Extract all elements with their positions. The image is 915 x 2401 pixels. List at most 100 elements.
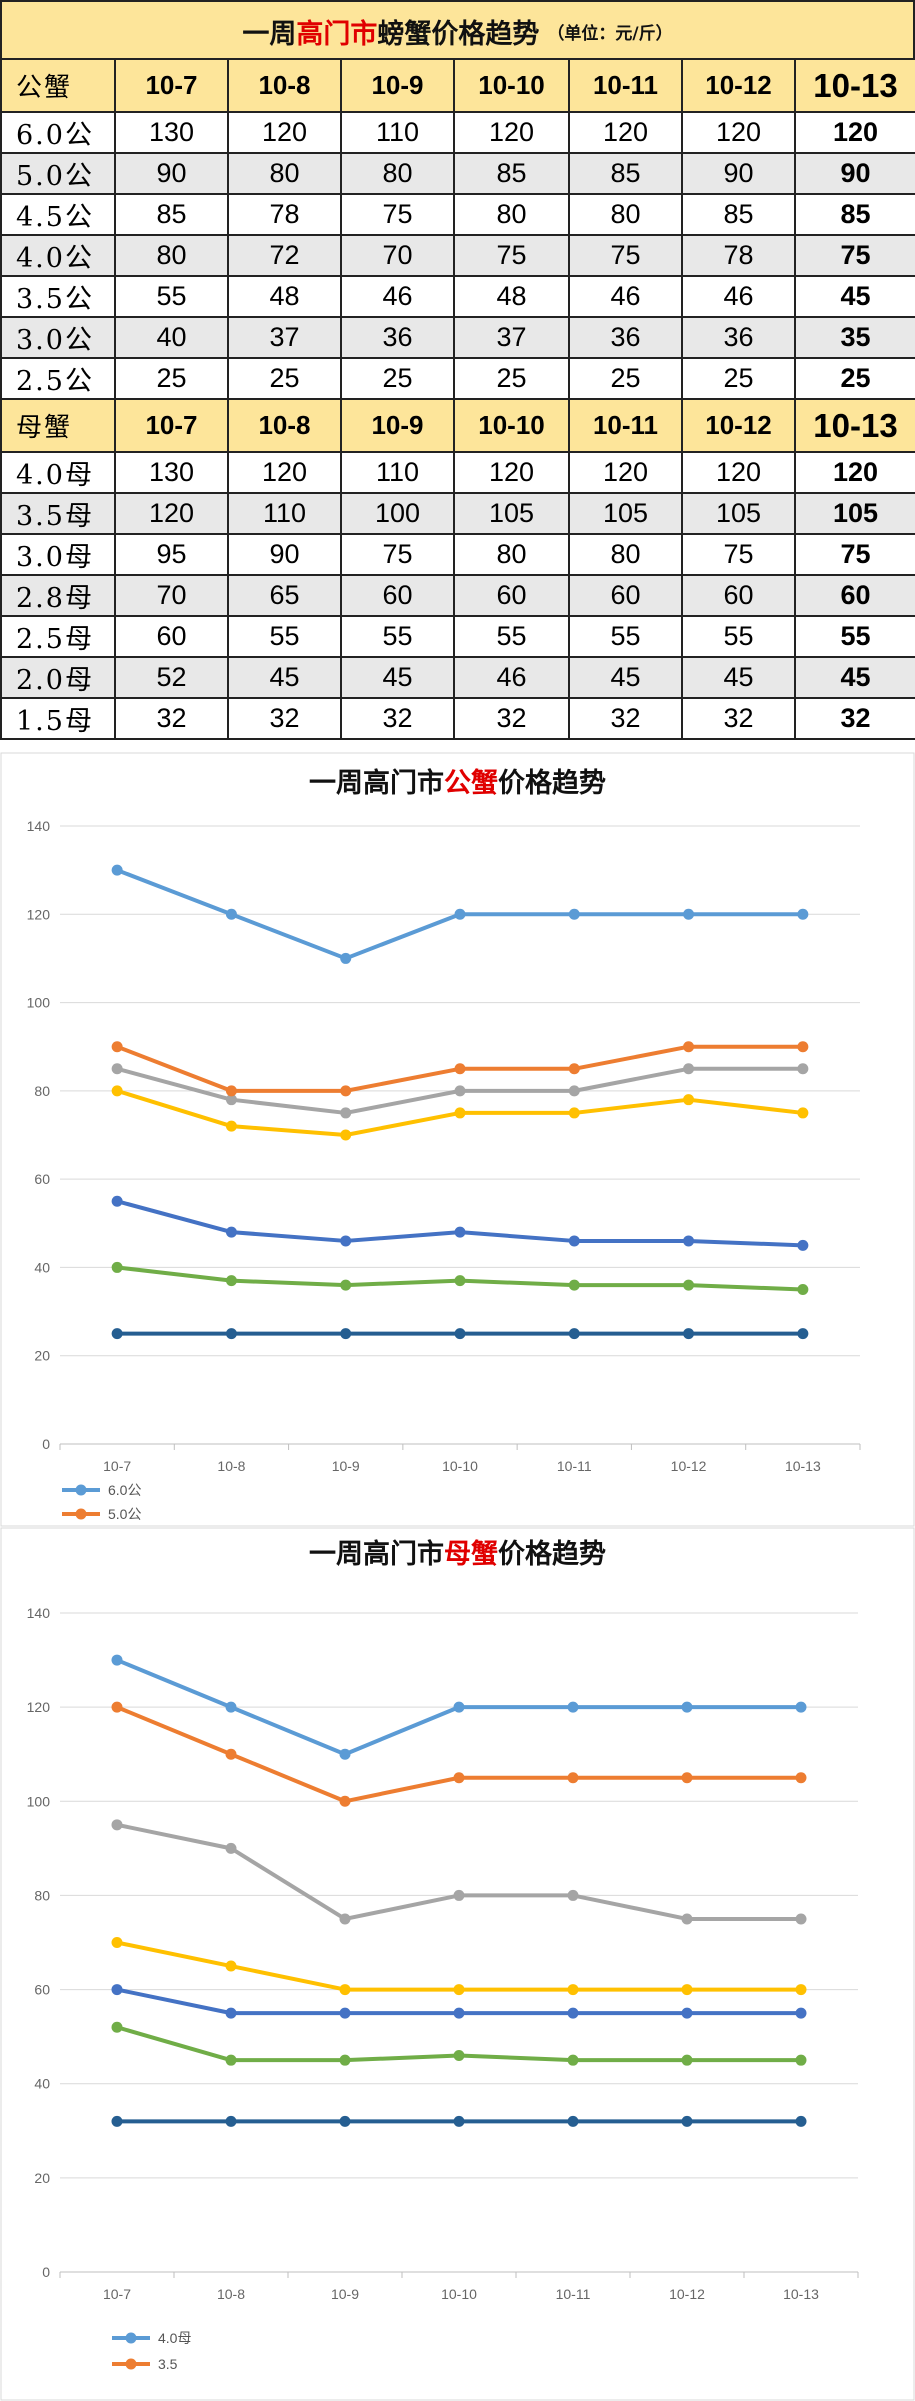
data-point xyxy=(340,1235,352,1247)
price-cell: 60 xyxy=(453,574,570,617)
data-point xyxy=(225,2054,237,2066)
y-tick-label: 140 xyxy=(27,1605,51,1621)
price-cell: 60 xyxy=(794,574,915,617)
table-row: 2.5公 25 25 25 25 25 25 25 xyxy=(0,357,915,400)
date-header-10-9: 10-9 xyxy=(340,58,455,113)
x-tick-label: 10-10 xyxy=(441,2286,477,2302)
data-point xyxy=(225,1120,237,1132)
price-cell: 85 xyxy=(681,193,796,236)
data-point xyxy=(567,1889,579,1901)
data-point xyxy=(683,1235,695,1247)
table-row: 3.0母 95 90 75 80 80 75 75 xyxy=(0,533,915,576)
chart-title-prefix: 一周高门市 xyxy=(309,1538,444,1570)
data-point xyxy=(683,1279,695,1291)
data-point xyxy=(339,2115,351,2127)
price-cell: 120 xyxy=(794,451,915,494)
price-cell: 32 xyxy=(340,697,455,740)
data-point xyxy=(454,1226,466,1238)
price-cell: 60 xyxy=(681,574,796,617)
data-point xyxy=(681,1913,693,1925)
price-cell: 78 xyxy=(227,193,342,236)
data-point xyxy=(795,2007,807,2019)
price-cell: 25 xyxy=(794,357,915,400)
price-cell: 37 xyxy=(453,316,570,359)
price-cell: 105 xyxy=(794,492,915,535)
data-point xyxy=(454,1328,466,1340)
price-cell: 75 xyxy=(340,533,455,576)
data-point xyxy=(795,2115,807,2127)
price-cell: 120 xyxy=(227,451,342,494)
price-cell: 45 xyxy=(794,656,915,699)
price-cell: 95 xyxy=(114,533,229,576)
x-tick-label: 10-11 xyxy=(557,1458,592,1474)
chart-title-suffix: 价格趋势 xyxy=(498,1539,606,1570)
price-cell: 25 xyxy=(568,357,683,400)
male-crab-chart-panel: 一周高门市公蟹价格趋势 0 20 40 60 80 100 120 140 10-7 10-8 10-… xyxy=(0,752,915,1527)
data-point xyxy=(339,1748,351,1760)
data-point xyxy=(567,2007,579,2019)
data-point xyxy=(225,1842,237,1854)
legend-marker xyxy=(75,1508,87,1520)
price-cell: 90 xyxy=(794,152,915,195)
date-header-10-13: 10-13 xyxy=(794,58,915,113)
price-cell: 45 xyxy=(794,275,915,318)
date-header-10-10: 10-10 xyxy=(453,398,570,453)
data-point xyxy=(111,2021,123,2033)
price-cell: 120 xyxy=(453,451,570,494)
table-row: 1.5母 32 32 32 32 32 32 32 xyxy=(0,697,915,740)
data-point xyxy=(454,1085,466,1097)
price-cell: 37 xyxy=(227,316,342,359)
data-point xyxy=(339,2054,351,2066)
price-cell: 45 xyxy=(681,656,796,699)
x-tick-label: 10-13 xyxy=(783,2286,819,2302)
data-point xyxy=(683,908,695,920)
price-cell: 120 xyxy=(568,451,683,494)
price-cell: 130 xyxy=(114,451,229,494)
data-point xyxy=(111,2115,123,2127)
price-cell: 25 xyxy=(340,357,455,400)
legend-label: 3.5 xyxy=(158,2356,178,2372)
data-point xyxy=(797,1239,809,1251)
female-header-row: 母蟹 10-7 10-8 10-9 10-10 10-11 10-12 10-13 xyxy=(0,398,915,453)
price-cell: 90 xyxy=(114,152,229,195)
size-label: 3.0公 xyxy=(0,316,116,359)
price-cell: 55 xyxy=(340,615,455,658)
price-cell: 25 xyxy=(114,357,229,400)
x-tick-label: 10-8 xyxy=(217,1458,245,1474)
date-header-10-9: 10-9 xyxy=(340,398,455,453)
price-cell: 85 xyxy=(114,193,229,236)
size-label: 4.0公 xyxy=(0,234,116,277)
price-cell: 65 xyxy=(227,574,342,617)
chart-title: 一周高门市公蟹价格趋势 xyxy=(309,767,606,799)
x-tick-label: 10-7 xyxy=(103,1458,131,1474)
data-point xyxy=(111,1937,123,1948)
data-point xyxy=(225,2007,237,2019)
data-point xyxy=(454,1275,466,1287)
price-cell: 60 xyxy=(114,615,229,658)
price-cell: 40 xyxy=(114,316,229,359)
price-cell: 80 xyxy=(340,152,455,195)
table-row: 2.0母 52 45 45 46 45 45 45 xyxy=(0,656,915,699)
y-tick-label: 120 xyxy=(27,906,51,922)
x-tick-label: 10-8 xyxy=(217,2286,245,2302)
title-prefix: 一周 xyxy=(242,18,297,50)
price-cell: 90 xyxy=(227,533,342,576)
price-cell: 60 xyxy=(340,574,455,617)
data-point xyxy=(225,1701,237,1713)
data-point xyxy=(111,1063,123,1075)
data-point xyxy=(340,1107,352,1119)
data-point xyxy=(225,1226,237,1238)
price-cell: 55 xyxy=(681,615,796,658)
data-point xyxy=(454,1107,466,1119)
data-point xyxy=(111,1261,123,1273)
size-label: 3.0母 xyxy=(0,533,116,576)
price-cell: 72 xyxy=(227,234,342,277)
table-row: 3.0公 40 37 36 37 36 36 35 xyxy=(0,316,915,359)
data-point xyxy=(453,2007,465,2019)
data-point xyxy=(568,1107,580,1119)
data-point xyxy=(225,1085,237,1097)
data-point xyxy=(453,2115,465,2127)
series-line xyxy=(116,1705,801,1804)
price-cell: 120 xyxy=(794,111,915,154)
price-cell: 60 xyxy=(568,574,683,617)
